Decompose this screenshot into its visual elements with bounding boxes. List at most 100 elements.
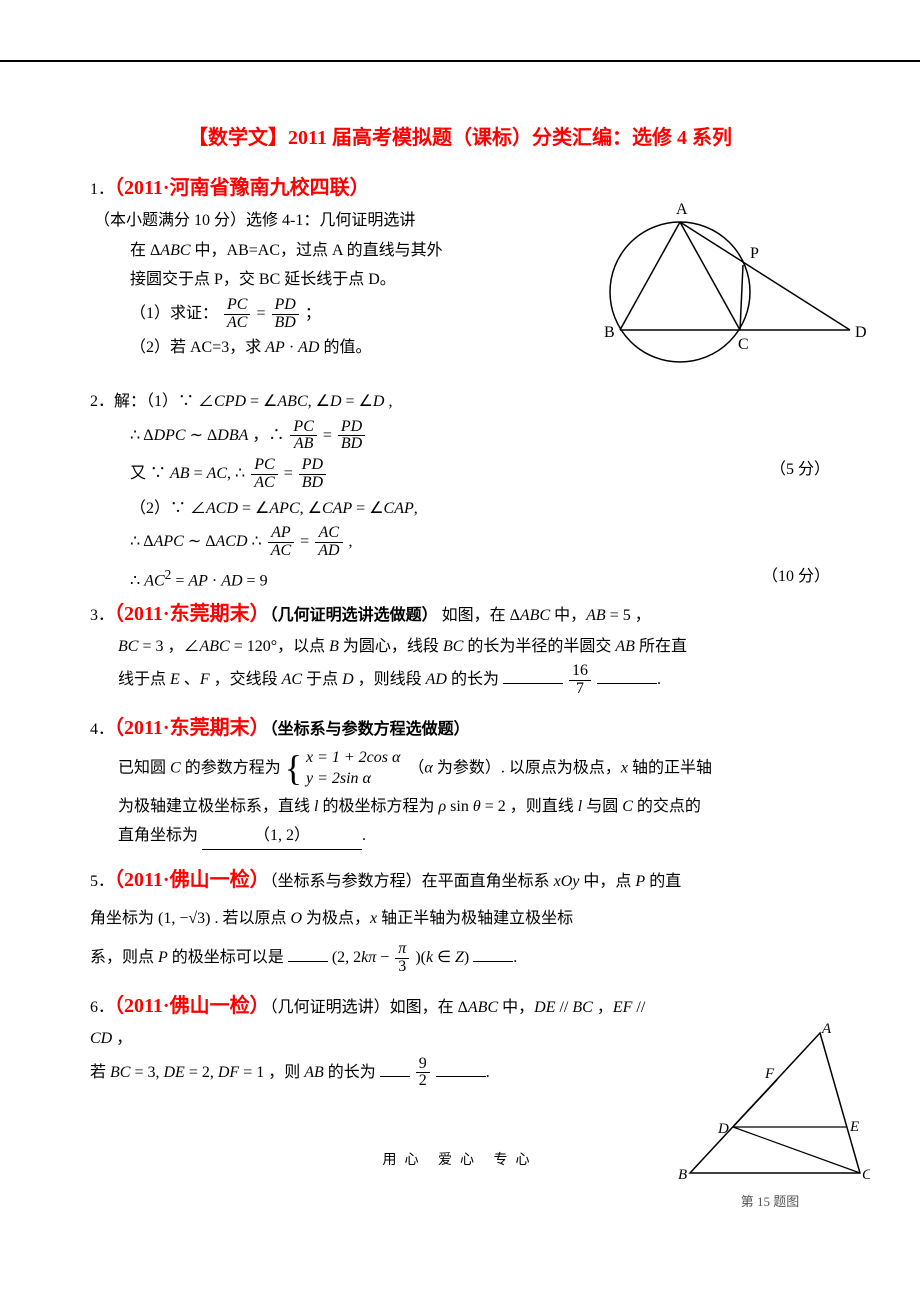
t: D [373,393,385,410]
n: 9 [416,1056,430,1074]
t: 线于点 [118,671,170,688]
t: （1）∵ ∠ [146,393,214,410]
t: AB [615,638,635,655]
q6-head: （2011·佛山一检） [114,995,270,1017]
t: . [513,949,517,966]
t: BC [572,999,592,1016]
fig1-C: C [738,336,749,353]
t: 5． [90,873,114,890]
d: BD [272,315,299,332]
q4: 4．（2011·东莞期末）（坐标系与参数方程选做题） [90,712,830,744]
fig2-D: D [717,1121,729,1137]
t: DE [164,1064,185,1081]
t: 如图，在 Δ [390,999,468,1016]
t: ACD [216,533,248,550]
t: = [171,572,188,589]
d: 7 [569,681,591,698]
q6-ans: 92 [416,1056,430,1091]
t: ∴ [248,533,266,550]
t: 的直 [645,873,681,890]
param-eq: x = 1 + 2cos α y = 2sin α [306,748,400,790]
t: 为参数）. 以原点为极点， [433,760,621,777]
t: 系，则点 [90,949,158,966]
q3: 3．（2011·东莞期末）（几何证明选讲选做题） 如图，在 ΔABC 中，AB … [90,598,830,630]
t: 的长为 [447,671,499,688]
t: AB [304,1064,324,1081]
t: y = 2sin α [306,769,400,790]
t: ACD [206,500,238,517]
n: PD [338,419,365,437]
d: AB [290,436,316,453]
t: E [170,671,180,688]
q4-ans: （1, 2） [202,823,362,850]
t: = [190,465,207,482]
t: 中，点 [579,873,635,890]
t: O [290,910,302,927]
t: AD [426,671,447,688]
t: CAP [322,500,352,517]
score-10: （10 分） [762,564,830,590]
t: ABC [160,242,190,259]
d: AC [268,543,294,560]
t: ABC [520,607,550,624]
t: （2）若 AC=3，求 [130,339,265,356]
t: ∴ Δ [130,427,154,444]
fig2-A: A [821,1023,832,1037]
t: DBA [217,427,248,444]
t: 、 [180,671,200,688]
t: APC [269,500,299,517]
t: ∼ Δ [186,427,218,444]
n: PC [290,419,316,437]
t: = 120°，以点 [230,638,329,655]
t: = ∠ [246,393,277,410]
n: PC [224,297,250,315]
t: AP [188,572,208,589]
frac: ACAD [315,525,342,560]
q1-num: 1． [90,181,114,198]
t: 的极坐标方程为 [318,798,438,815]
n: PD [299,457,326,475]
q5-l3: 系，则点 P 的极坐标可以是 (2, 2kπ − π3 )(k ∈ Z) . [90,941,830,976]
t: x = 1 + 2cos α [306,748,400,769]
t: 轴的正半轴 [628,760,712,777]
frac: APAC [268,525,294,560]
t: 轴正半轴为极轴建立极坐标 [377,910,573,927]
t: (2, 2 [332,949,361,966]
t: = ∠ [352,500,383,517]
t: ABC [199,638,229,655]
t: 的长为 [324,1064,376,1081]
t: P [635,873,645,890]
fig2-B: B [678,1167,687,1183]
t: 所在直 [635,638,687,655]
t: ∴ Δ [130,533,154,550]
q4-l3: 直角坐标为 （1, 2）. [118,823,830,850]
t: , ∠ [308,393,330,410]
t: 中， [498,999,534,1016]
page: 【数学文】2011 届高考模拟题（课标）分类汇编：选修 4 系列 1．（2011… [0,60,920,1213]
t: D [342,671,354,688]
t: 为极轴建立极坐标系，直线 [118,798,314,815]
t: APC [154,533,184,550]
q4-l1: 已知圆 C 的参数方程为 { x = 1 + 2cos α y = 2sin α… [118,748,830,790]
q5-head: （2011·佛山一检） [114,869,270,891]
t: D [330,393,342,410]
t: DE [534,999,555,1016]
t: ∼ Δ [184,533,216,550]
d: 3 [395,959,409,976]
t: C [170,760,181,777]
q1-head: （2011·河南省豫南九校四联） [114,177,370,199]
t: . [657,671,661,688]
t: = 1 ，则 [239,1064,304,1081]
q2-l2: ∴ ΔDPC ∼ ΔDBA ，∴ PCAB = PDBD [130,419,830,454]
q3-l3: 线于点 E 、F ，交线段 AC 于点 D ，则线段 AD 的长为 167 . [118,663,830,698]
figure-2-wrap: A B C D E F 第 15 题图 [670,1023,870,1212]
t: . [362,827,366,844]
t: · [208,572,221,589]
frac: PDBD [272,297,299,332]
t: 2．解： [90,393,146,410]
d: AC [224,315,250,332]
n: AC [315,525,342,543]
t: = 3 ，∠ [138,638,199,655]
t: α [424,760,432,777]
q4-head: （2011·东莞期末） [114,717,270,739]
